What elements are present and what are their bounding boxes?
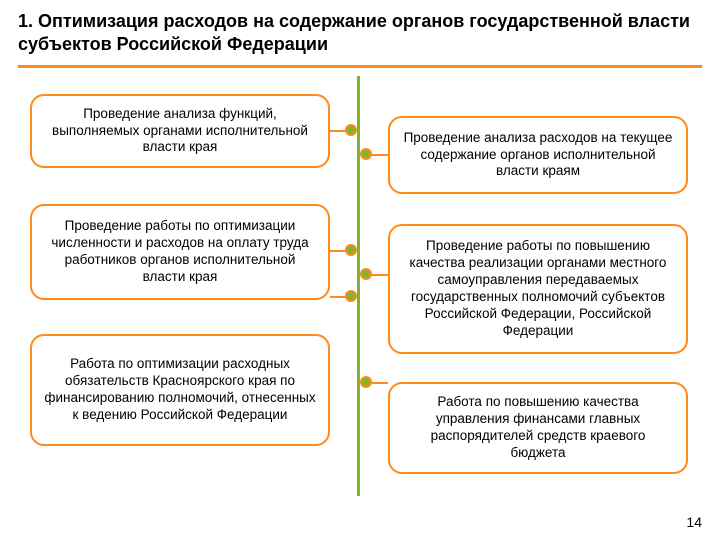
spine-dot [345,290,357,302]
diagram-box-l1: Проведение анализа функций, выполняемых … [30,94,330,168]
spine-dot [345,244,357,256]
spine-dot [360,268,372,280]
diagram-area: Проведение анализа функций, выполняемых … [0,76,720,516]
box-label: Работа по оптимизации расходных обязател… [44,356,316,424]
title-divider [18,65,702,68]
box-label: Проведение анализа расходов на текущее с… [402,130,674,181]
diagram-box-l2: Проведение работы по оптимизации численн… [30,204,330,300]
page-number: 14 [686,514,702,530]
box-label: Проведение работы по оптимизации численн… [44,218,316,286]
spine-dot [360,376,372,388]
diagram-box-r2: Проведение работы по повышению качества … [388,224,688,354]
box-label: Проведение работы по повышению качества … [402,238,674,339]
box-label: Проведение анализа функций, выполняемых … [44,106,316,157]
central-spine [357,76,360,496]
diagram-box-l3: Работа по оптимизации расходных обязател… [30,334,330,446]
diagram-box-r1: Проведение анализа расходов на текущее с… [388,116,688,194]
spine-dot [345,124,357,136]
slide-title: 1. Оптимизация расходов на содержание ор… [0,0,720,63]
diagram-box-r3: Работа по повышению качества управления … [388,382,688,474]
spine-dot [360,148,372,160]
box-label: Работа по повышению качества управления … [402,394,674,462]
